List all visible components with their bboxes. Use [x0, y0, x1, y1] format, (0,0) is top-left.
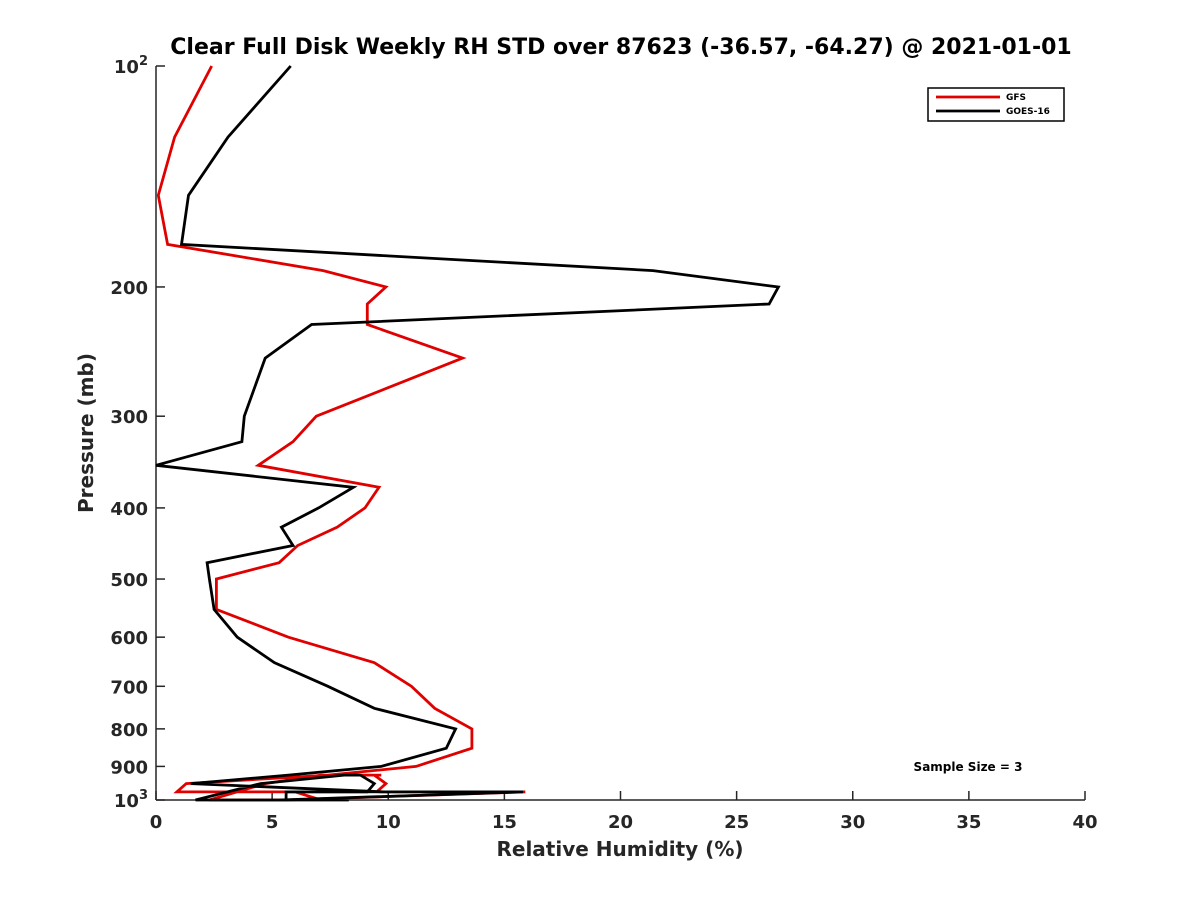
legend-box [927, 87, 1065, 122]
x-tick-label: 0 [150, 812, 163, 833]
series-line-gfs [156, 65, 526, 802]
series-line-goes-16 [155, 65, 781, 802]
y-tick-label: 300 [110, 407, 148, 428]
legend-label: GOES-16 [1006, 107, 1050, 117]
sample-size-annotation: Sample Size = 3 [914, 760, 1023, 774]
legend: GFS GOES-16 [927, 87, 1065, 122]
x-tick-label: 15 [492, 812, 517, 833]
plot-area: 0 5 10 15 20 25 30 35 40 102 200 300 400 500 600 700 800… [110, 54, 1097, 833]
y-tick-label: 500 [110, 570, 148, 591]
y-tick-label: 900 [110, 757, 148, 778]
x-axis-label: Relative Humidity (%) [496, 837, 743, 861]
legend-label: GFS [1006, 93, 1026, 103]
x-tick-label: 10 [376, 812, 401, 833]
y-tick-label: 600 [110, 628, 148, 649]
y-tick-label: 102 [114, 54, 148, 78]
y-tick-label: 103 [114, 788, 148, 812]
y-tick-label: 800 [110, 720, 148, 741]
y-axis-label: Pressure (mb) [74, 353, 98, 513]
x-tick-label: 25 [724, 812, 749, 833]
y-tick-label: 700 [110, 677, 148, 698]
y-tick-label: 400 [110, 499, 148, 520]
x-tick-label: 5 [266, 812, 279, 833]
x-tick-label: 20 [608, 812, 633, 833]
x-tick-label: 30 [840, 812, 865, 833]
x-tick-label: 35 [956, 812, 981, 833]
x-tick-label: 40 [1072, 812, 1097, 833]
chart-title: Clear Full Disk Weekly RH STD over 87623… [170, 35, 1071, 60]
y-tick-label: 200 [110, 278, 148, 299]
